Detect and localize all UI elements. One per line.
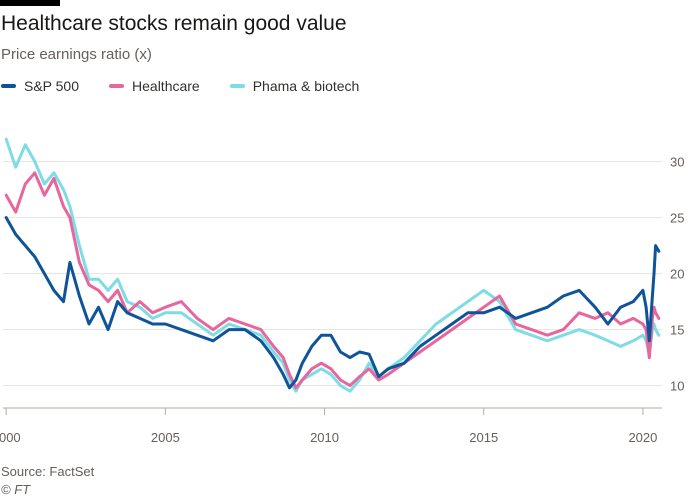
legend-swatch-pharma-biotech (229, 84, 245, 88)
legend-item-sp500: S&P 500 (1, 78, 79, 94)
series-line-phama-biotech (4, 137, 661, 393)
x-tick-label-2000: 2000 (0, 430, 21, 445)
legend-label-sp500: S&P 500 (24, 78, 80, 94)
legend: S&P 500 Healthcare Phama & biotech (1, 78, 389, 94)
gridlines (3, 161, 662, 387)
x-tick-label-2020: 2020 (628, 430, 657, 445)
legend-label-pharma-biotech: Phama & biotech (252, 78, 360, 94)
y-tick-label-20: 20 (670, 267, 684, 282)
legend-item-healthcare: Healthcare (109, 78, 200, 94)
legend-swatch-healthcare (109, 84, 125, 88)
x-tick-label-2015: 2015 (469, 430, 498, 445)
brand-bar (0, 0, 60, 6)
x-tick-label-2005: 2005 (151, 430, 180, 445)
legend-label-healthcare: Healthcare (132, 78, 200, 94)
axes: 10 15 20 25 30 2000 2005 2010 2015 2020 (0, 155, 684, 445)
legend-swatch-sp500 (1, 84, 16, 88)
copyright-note: © FT (1, 482, 31, 497)
series-line-healthcare (4, 171, 661, 390)
line-chart: 10 15 20 25 30 2000 2005 2010 2015 2020 (0, 137, 684, 445)
series-line-s-p-500 (4, 216, 661, 390)
source-note: Source: FactSet (1, 464, 95, 479)
y-tick-label-25: 25 (670, 211, 684, 226)
x-tick-label-2010: 2010 (310, 430, 339, 445)
y-tick-label-30: 30 (670, 155, 684, 170)
chart-subtitle: Price earnings ratio (x) (1, 46, 152, 63)
series-lines (4, 137, 661, 393)
y-tick-label-10: 10 (670, 379, 684, 394)
legend-item-pharma-biotech: Phama & biotech (229, 78, 360, 94)
chart-title: Healthcare stocks remain good value (1, 12, 347, 35)
y-tick-label-15: 15 (670, 323, 684, 338)
